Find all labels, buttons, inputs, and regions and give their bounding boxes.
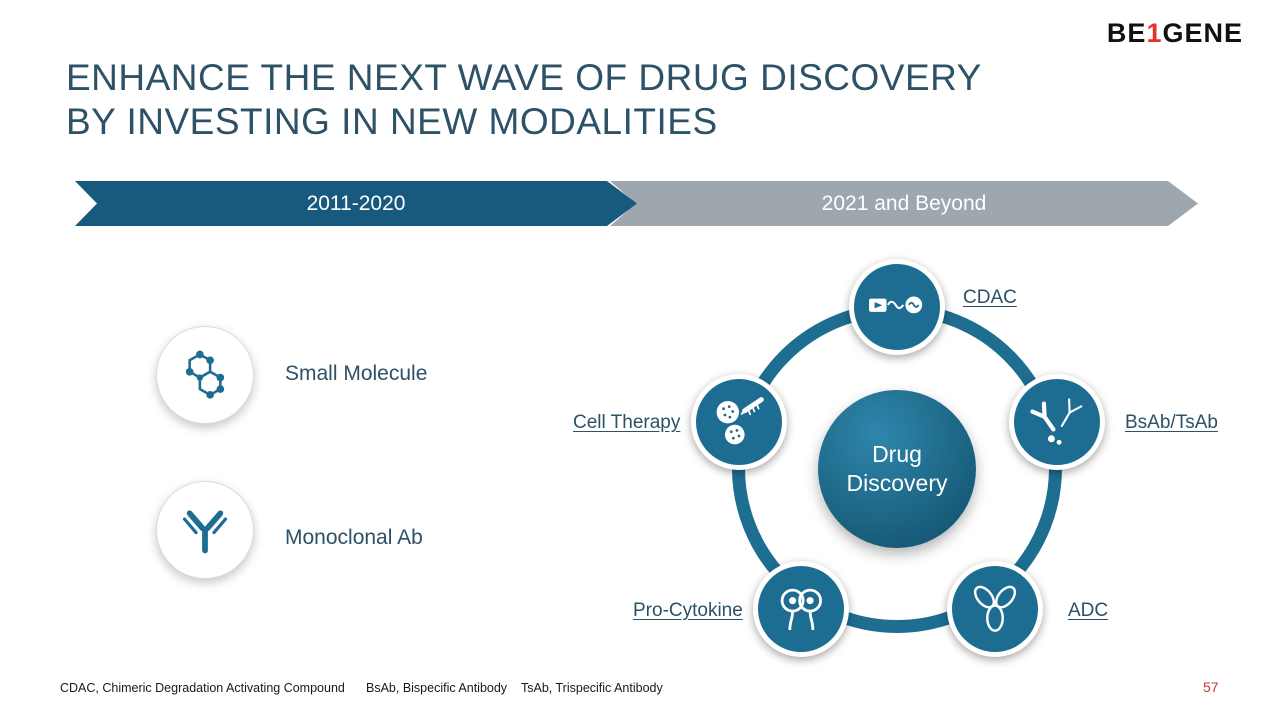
- slide-title-line2: BY INVESTING IN NEW MODALITIES: [66, 101, 718, 143]
- adc-antibody-icon: [960, 574, 1030, 644]
- drug-discovery-hub: Drug Discovery: [818, 390, 976, 548]
- logo-part-one: 1: [1146, 18, 1163, 48]
- timeline-arrow-2011-2020: 2011-2020: [75, 181, 637, 226]
- small-molecule-badge: [156, 326, 254, 424]
- cell-therapy-label: Cell Therapy: [573, 412, 681, 433]
- bsab-tsab-node: [1009, 374, 1105, 470]
- page-number: 57: [1203, 679, 1219, 695]
- bsab-tsab-label: BsAb/TsAb: [1125, 412, 1218, 433]
- adc-label: ADC: [1068, 600, 1109, 621]
- cell-therapy-node: [691, 374, 787, 470]
- bispecific-antibody-icon: [1022, 387, 1092, 457]
- logo-part-be: BE: [1106, 18, 1147, 48]
- cdac-node: [849, 259, 945, 355]
- footnote-tsab: TsAb, Trispecific Antibody: [521, 681, 663, 695]
- antibody-icon: [173, 498, 237, 562]
- logo-part-gene: GENE: [1162, 18, 1243, 48]
- pro-cytokine-node: [753, 561, 849, 657]
- footnote-cdac: CDAC, Chimeric Degradation Activating Co…: [60, 681, 345, 695]
- pro-cytokine-icon: [766, 574, 836, 644]
- pro-cytokine-label: Pro-Cytokine: [633, 600, 743, 621]
- cell-therapy-icon: [704, 387, 774, 457]
- cdac-label: CDAC: [963, 287, 1017, 308]
- beigene-logo: BE1GENE: [1107, 18, 1243, 49]
- timeline-right-label: 2021 and Beyond: [821, 191, 987, 215]
- molecule-icon: [173, 343, 237, 407]
- small-molecule-label: Small Molecule: [285, 362, 428, 385]
- cdac-degrader-icon: [862, 272, 932, 342]
- adc-node: [947, 561, 1043, 657]
- slide-title: ENHANCE THE NEXT WAVE OF DRUG DISCOVERY …: [66, 56, 982, 145]
- monoclonal-ab-label: Monoclonal Ab: [285, 526, 423, 549]
- hub-label-line2: Discovery: [846, 470, 948, 496]
- timeline-left-label: 2011-2020: [306, 191, 406, 215]
- timeline-arrow-2021-beyond: 2021 and Beyond: [610, 181, 1198, 226]
- hub-label-line1: Drug: [872, 441, 922, 468]
- monoclonal-ab-badge: [156, 481, 254, 579]
- slide-title-line1: ENHANCE THE NEXT WAVE OF DRUG DISCOVERY: [66, 57, 982, 98]
- footnote-bsab: BsAb, Bispecific Antibody: [366, 681, 508, 695]
